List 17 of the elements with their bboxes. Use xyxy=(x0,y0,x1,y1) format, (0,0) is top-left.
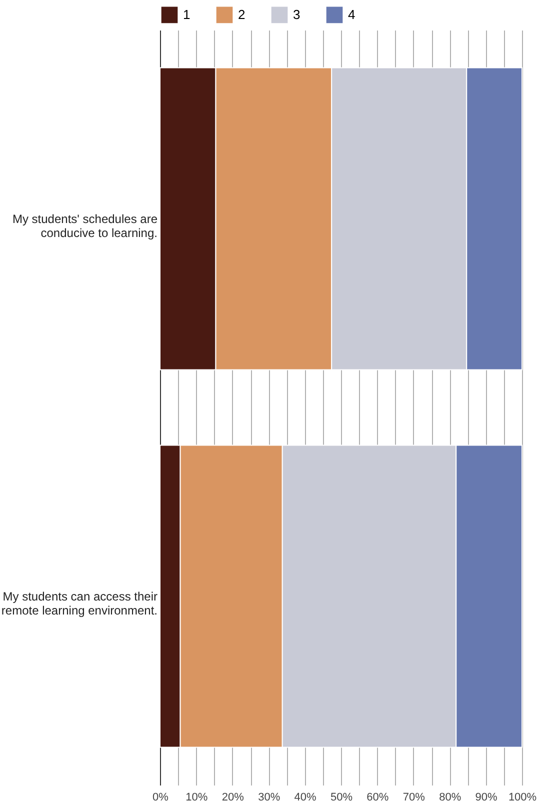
x-tick-label: 90% xyxy=(475,792,498,804)
x-tick-label: 30% xyxy=(258,792,280,804)
x-tick-label: 20% xyxy=(222,792,244,804)
x-tick-label: 0% xyxy=(152,792,169,804)
legend-label: 2 xyxy=(238,6,246,22)
x-tick-label: 80% xyxy=(439,792,462,804)
y-tick-label: My students can access their remote learning environment. xyxy=(1,589,158,618)
x-tick-label: 50% xyxy=(330,792,353,804)
x-tick-label: 10% xyxy=(186,792,208,804)
legend-label: 1 xyxy=(183,6,190,22)
x-tick-label: 70% xyxy=(402,792,426,804)
legend-label: 3 xyxy=(293,6,300,22)
x-tick-label: 40% xyxy=(294,792,317,804)
x-tick-label: 100% xyxy=(508,792,537,804)
y-tick-label: My students' schedules are conducive to learning. xyxy=(12,212,158,240)
x-tick-label: 60% xyxy=(366,792,389,804)
legend-label: 4 xyxy=(348,6,356,22)
